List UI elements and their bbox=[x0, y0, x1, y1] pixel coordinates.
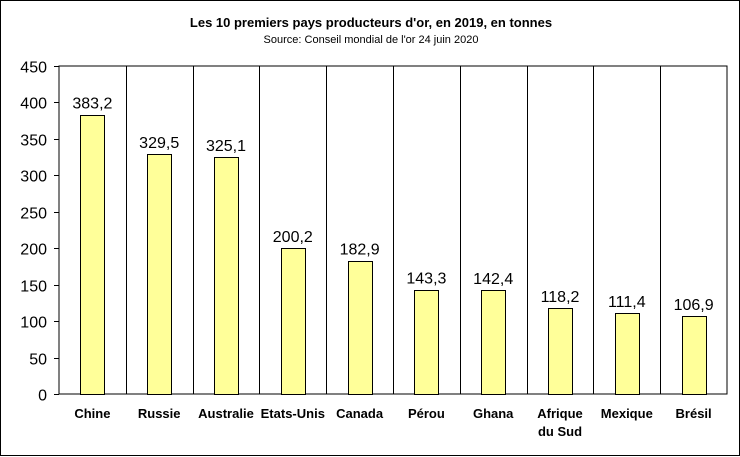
data-label: 106,9 bbox=[674, 297, 714, 314]
bar-etats-unis bbox=[281, 248, 306, 395]
bar-australie bbox=[214, 157, 239, 395]
bar-afrique-du-sud bbox=[548, 308, 573, 395]
y-tick-label: 0 bbox=[38, 388, 47, 405]
y-tick-label: 350 bbox=[20, 133, 47, 150]
bar-russie bbox=[147, 154, 172, 395]
x-tick-label: Canada bbox=[336, 406, 384, 421]
x-tick-label: Pérou bbox=[408, 406, 445, 421]
data-label: 118,2 bbox=[541, 289, 580, 306]
bar-chine bbox=[80, 115, 105, 395]
bar-pérou bbox=[414, 290, 439, 395]
y-tick-label: 300 bbox=[20, 169, 47, 186]
bar-brésil bbox=[682, 316, 707, 395]
y-tick-label: 100 bbox=[20, 315, 47, 332]
x-tick-label: Brésil bbox=[676, 406, 712, 421]
data-label: 111,4 bbox=[608, 294, 646, 311]
x-tick-label: Ghana bbox=[473, 406, 514, 421]
bar-canada bbox=[348, 261, 373, 395]
data-label: 325,1 bbox=[206, 138, 246, 155]
x-tick-label: Australie bbox=[198, 406, 254, 421]
y-tick-label: 50 bbox=[29, 352, 47, 369]
x-tick-label: Russie bbox=[138, 406, 181, 421]
y-tick-label: 150 bbox=[20, 279, 47, 296]
y-tick-label: 400 bbox=[20, 96, 47, 113]
data-label: 142,4 bbox=[473, 271, 513, 288]
y-tick-label: 450 bbox=[20, 60, 47, 77]
data-label: 200,2 bbox=[273, 229, 313, 246]
x-tick-label: Afrique du Sud bbox=[537, 406, 583, 439]
data-label: 143,3 bbox=[406, 271, 446, 288]
chart-subtitle: Source: Conseil mondial de l'or 24 juin … bbox=[263, 34, 479, 46]
x-tick-label: Chine bbox=[74, 406, 110, 421]
x-tick-label: Etats-Unis bbox=[261, 406, 325, 421]
data-label: 383,2 bbox=[72, 96, 112, 113]
x-tick-label: Mexique bbox=[601, 406, 653, 421]
bar-mexique bbox=[615, 313, 640, 395]
y-tick-label: 250 bbox=[20, 206, 47, 223]
y-tick-label: 200 bbox=[20, 242, 47, 259]
data-label: 182,9 bbox=[340, 242, 380, 259]
data-label: 329,5 bbox=[139, 135, 179, 152]
chart-title: Les 10 premiers pays producteurs d'or, e… bbox=[189, 15, 553, 30]
bar-ghana bbox=[481, 290, 506, 395]
